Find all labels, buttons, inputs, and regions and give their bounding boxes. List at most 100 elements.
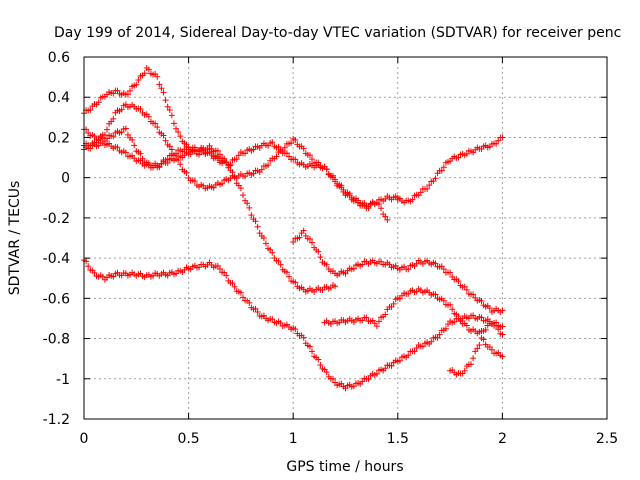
data-point <box>478 314 485 321</box>
data-point <box>315 356 322 363</box>
data-point <box>436 331 443 338</box>
data-point <box>173 156 180 163</box>
data-point <box>216 151 223 158</box>
data-point <box>137 157 144 164</box>
data-point <box>248 212 255 219</box>
data-point <box>160 89 167 96</box>
y-tick-label: -0.6 <box>43 291 70 307</box>
data-point <box>323 261 330 268</box>
data-point <box>432 260 439 267</box>
data-point <box>154 124 161 131</box>
data-point <box>246 299 253 306</box>
data-point <box>141 70 148 77</box>
data-point <box>424 185 431 192</box>
data-point <box>219 180 226 187</box>
data-point <box>145 66 152 73</box>
data-point <box>124 91 131 98</box>
data-point <box>405 352 412 359</box>
data-point <box>170 120 177 127</box>
data-point <box>231 174 238 181</box>
data-point <box>283 269 290 276</box>
data-point <box>468 361 475 368</box>
data-point <box>426 182 433 189</box>
data-point <box>329 174 336 181</box>
data-point <box>499 353 506 360</box>
data-point <box>499 331 506 338</box>
data-point <box>455 154 462 161</box>
data-point <box>455 313 462 320</box>
data-point <box>137 105 144 112</box>
data-point <box>260 235 267 242</box>
data-point <box>258 166 265 173</box>
data-point <box>252 218 259 225</box>
data-point <box>277 146 284 153</box>
data-point <box>269 139 276 146</box>
data-point <box>323 369 330 376</box>
data-point <box>216 266 223 272</box>
y-tick-label: 0 <box>61 171 70 187</box>
data-point <box>292 279 299 286</box>
data-point <box>432 175 439 182</box>
data-point <box>277 261 284 268</box>
data-point <box>447 269 454 276</box>
data-point <box>409 196 416 203</box>
data-point <box>350 265 357 272</box>
data-point <box>265 162 272 169</box>
data-point <box>87 145 94 152</box>
data-point <box>275 258 282 265</box>
data-point <box>306 236 313 243</box>
data-point <box>154 73 161 80</box>
data-point <box>478 298 485 305</box>
data-point <box>166 143 173 150</box>
data-point <box>110 133 117 140</box>
x-axis-label: GPS time / hours <box>286 459 403 475</box>
data-point <box>145 113 152 120</box>
data-point <box>413 260 420 267</box>
data-point <box>242 150 249 157</box>
x-tick-label: 1.5 <box>387 431 409 447</box>
data-points <box>81 64 506 392</box>
data-point <box>470 355 477 362</box>
data-point <box>254 223 261 230</box>
data-point <box>317 254 324 261</box>
series-track-i <box>447 334 506 378</box>
data-point <box>246 204 253 211</box>
data-point <box>495 137 502 144</box>
data-point <box>382 213 389 220</box>
data-point <box>173 150 180 157</box>
data-point <box>200 147 207 154</box>
data-point <box>315 248 322 255</box>
data-point <box>338 184 345 191</box>
data-point <box>332 283 339 290</box>
data-point <box>233 156 240 163</box>
data-point <box>175 128 182 135</box>
data-point <box>269 249 276 256</box>
data-point <box>288 140 295 147</box>
data-point <box>417 189 424 196</box>
data-point <box>432 291 439 298</box>
data-point <box>273 153 280 160</box>
data-point <box>208 152 215 159</box>
data-point <box>309 239 316 246</box>
data-point <box>137 150 144 157</box>
data-point <box>390 300 397 307</box>
data-point <box>499 307 506 314</box>
data-point <box>486 305 493 312</box>
grid-lines <box>84 57 607 419</box>
data-point <box>384 216 391 223</box>
data-point <box>461 283 468 290</box>
data-point <box>455 278 462 285</box>
data-point <box>277 320 284 327</box>
data-point <box>173 125 180 132</box>
data-point <box>135 76 142 83</box>
data-point <box>237 185 244 192</box>
data-point <box>365 376 372 383</box>
data-point <box>162 97 169 104</box>
data-point <box>110 115 117 122</box>
data-point <box>461 367 468 374</box>
x-tick-label: 0 <box>80 431 89 447</box>
data-point <box>283 150 290 157</box>
data-point <box>127 87 134 94</box>
data-point <box>296 234 303 241</box>
data-point <box>177 161 184 168</box>
